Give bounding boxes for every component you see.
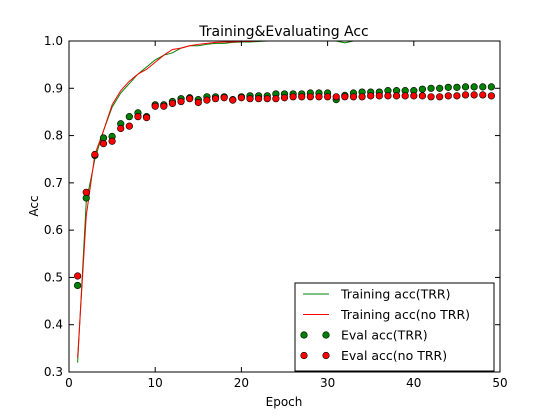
data-point	[125, 113, 133, 121]
data-point	[470, 83, 478, 91]
data-point	[306, 93, 314, 101]
data-point	[91, 150, 99, 159]
legend-label: Training acc(TRR)	[340, 287, 450, 302]
data-point	[410, 92, 418, 100]
legend-marker-swatch	[300, 331, 308, 339]
data-point	[298, 93, 306, 101]
data-point	[108, 137, 116, 145]
series-layer	[74, 41, 495, 363]
x-tick-label: 30	[320, 376, 335, 390]
y-axis-label: Acc	[27, 195, 41, 216]
data-point	[444, 83, 452, 91]
data-point	[255, 95, 263, 103]
data-point	[341, 93, 349, 101]
y-tick-label: 0.5	[44, 270, 63, 284]
data-point	[453, 83, 461, 91]
data-point	[487, 83, 495, 91]
data-point	[99, 140, 108, 148]
data-point	[263, 95, 271, 103]
data-point	[237, 94, 245, 102]
y-tick-label: 1.0	[44, 34, 63, 48]
data-point	[401, 92, 409, 100]
data-point	[211, 95, 220, 103]
data-point	[487, 92, 495, 100]
data-point	[418, 92, 427, 100]
data-point	[470, 91, 478, 99]
data-point	[418, 85, 427, 93]
data-point	[427, 84, 435, 92]
data-point	[367, 92, 375, 100]
series-line-1	[77, 41, 492, 363]
data-point	[194, 98, 202, 107]
data-point	[246, 95, 254, 103]
legend-marker-swatch	[322, 351, 330, 360]
x-tick-label: 40	[406, 376, 421, 390]
data-point	[134, 113, 142, 121]
data-point	[168, 99, 177, 108]
data-point	[324, 93, 332, 101]
data-point	[349, 93, 358, 101]
y-tick-label: 0.4	[44, 318, 63, 332]
data-point	[220, 94, 228, 102]
data-point	[427, 93, 435, 101]
data-point	[479, 91, 487, 99]
series-line-2	[77, 41, 492, 358]
data-point	[272, 95, 280, 103]
y-tick-label: 0.8	[44, 129, 63, 143]
plot-area-frame	[68, 40, 501, 373]
data-point	[203, 96, 211, 104]
data-point	[375, 92, 383, 100]
tick-layer: 0 10 20 30 40 50 0.3 0.4 0.5 0.6 0.7 0.8 0.9 1.0	[44, 34, 508, 390]
data-point	[151, 102, 159, 110]
data-point	[479, 83, 487, 91]
legend-marker-swatch	[322, 331, 330, 339]
data-point	[392, 92, 401, 100]
data-point	[436, 93, 444, 101]
data-point	[384, 92, 392, 100]
legend-label: Eval acc(TRR)	[341, 328, 428, 343]
legend-marker-swatch	[300, 351, 308, 360]
legend: Training acc(TRR) Training acc(no TRR) Eva…	[294, 282, 495, 372]
data-point	[332, 93, 340, 101]
x-axis-label: Epoch	[266, 395, 303, 409]
data-point	[82, 188, 90, 196]
x-tick-label: 20	[234, 376, 249, 390]
data-point	[358, 93, 366, 101]
data-point	[125, 122, 133, 130]
data-point	[289, 93, 297, 101]
data-point	[74, 272, 82, 280]
x-tick-label: 50	[492, 376, 507, 390]
y-tick-label: 0.3	[44, 365, 63, 379]
y-tick-label: 0.7	[44, 176, 63, 190]
data-point	[461, 83, 470, 91]
data-point	[160, 102, 168, 110]
data-point	[177, 97, 185, 106]
legend-label: Eval acc(no TRR)	[341, 348, 447, 363]
chart-title: Training&Evaluating Acc	[198, 24, 369, 40]
data-point	[436, 84, 444, 92]
y-tick-label: 0.6	[44, 223, 63, 237]
data-point	[229, 96, 237, 104]
y-tick-label: 0.9	[44, 81, 63, 95]
data-point	[461, 91, 470, 99]
data-point	[453, 92, 461, 100]
x-tick-label: 0	[65, 376, 73, 390]
data-point	[186, 95, 194, 103]
data-point	[142, 113, 151, 122]
data-point	[74, 281, 82, 290]
legend-label: Training acc(no TRR)	[340, 307, 470, 322]
data-point	[280, 94, 289, 102]
data-point	[117, 124, 125, 133]
x-tick-label: 10	[148, 376, 163, 390]
data-point	[315, 93, 323, 101]
data-point	[444, 92, 452, 100]
